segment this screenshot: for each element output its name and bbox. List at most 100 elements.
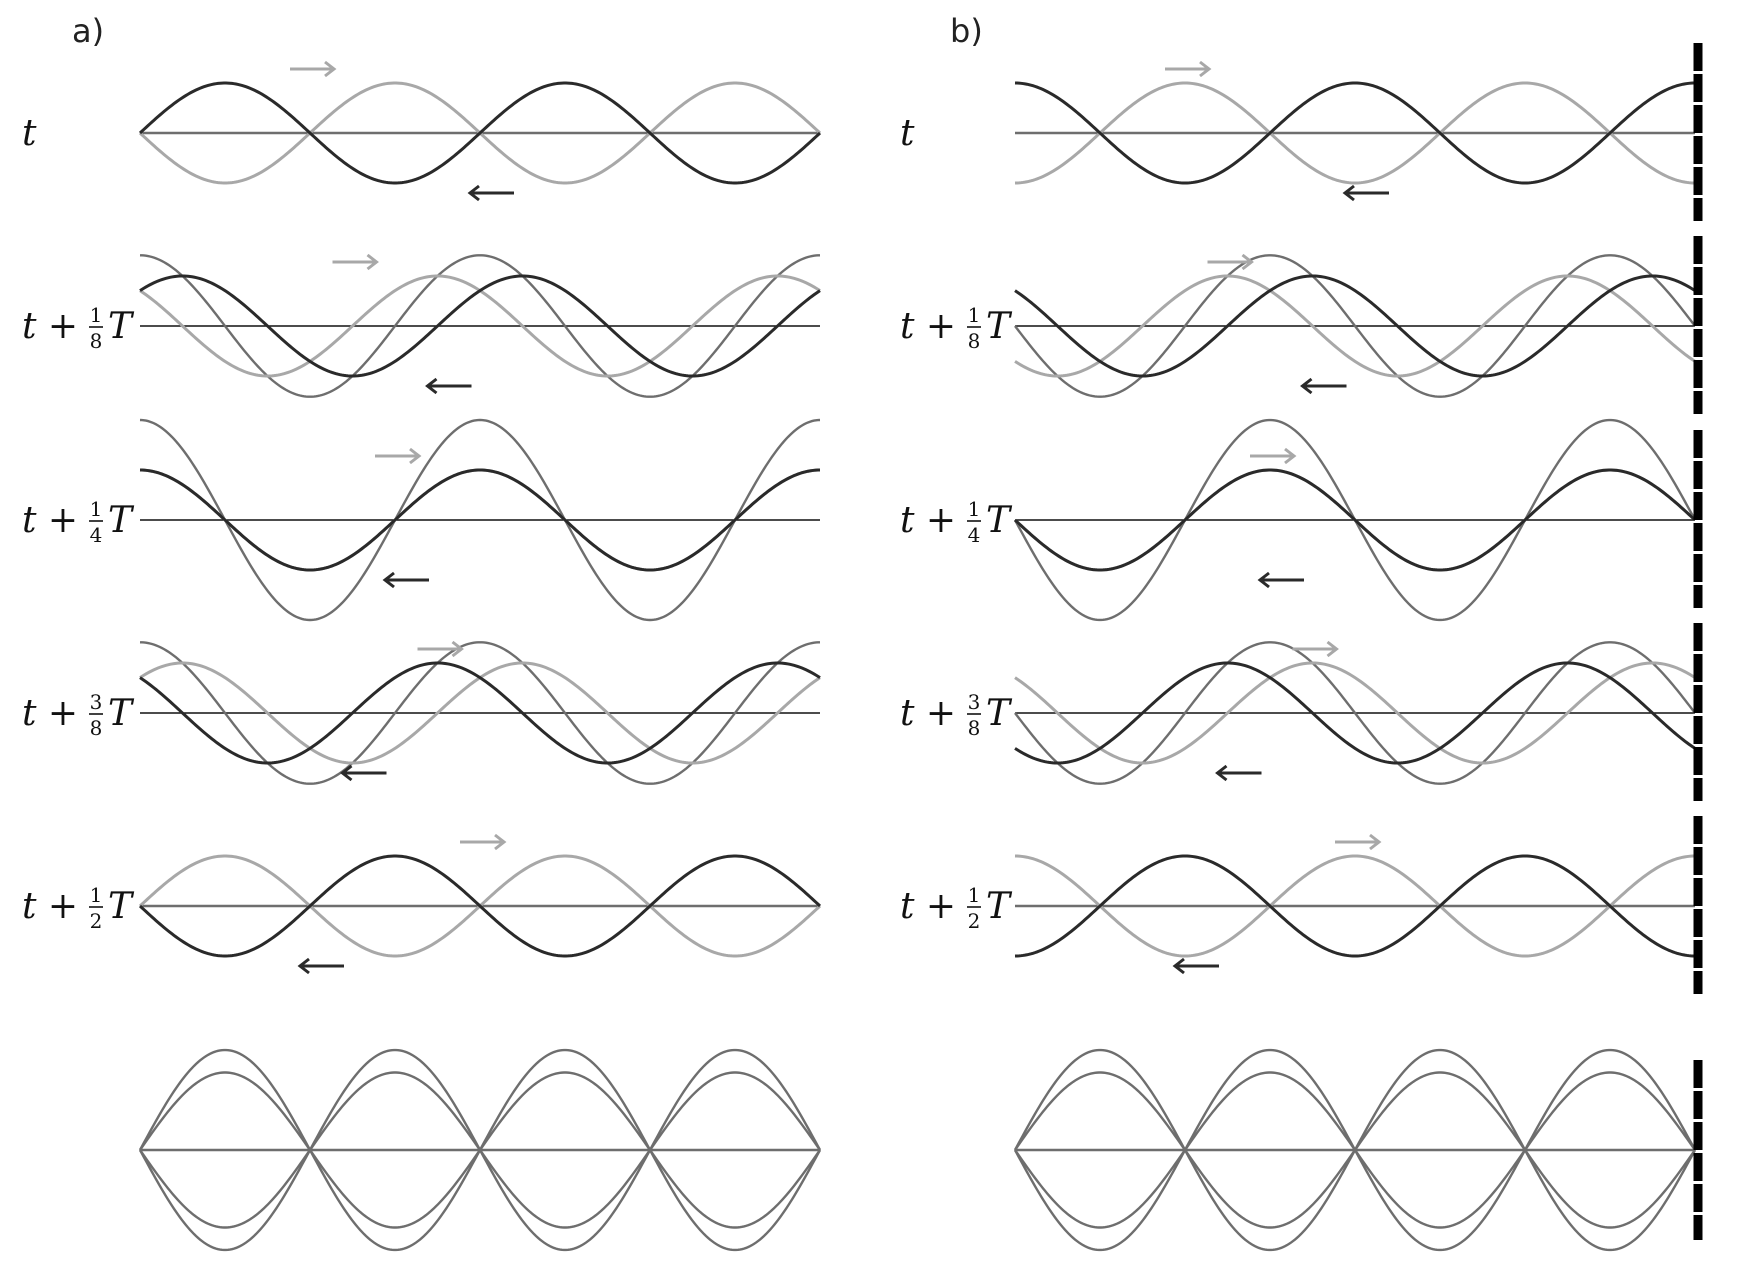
fraction-numerator: 1	[90, 883, 103, 907]
reflected-direction-arrow-head	[340, 764, 353, 782]
wave-row: t	[900, 43, 1703, 221]
fraction-numerator: 3	[90, 690, 103, 714]
reflected-wave	[139, 468, 821, 572]
envelope-curve	[1014, 1071, 1696, 1229]
fraction-denominator: 8	[968, 716, 981, 740]
time-label-period: T	[986, 500, 1013, 541]
time-label: t	[22, 113, 37, 154]
incident-direction-arrow-head	[1199, 60, 1212, 78]
incident-direction-arrow-head	[409, 447, 422, 465]
time-label-period: T	[108, 306, 135, 347]
incident-wave	[1014, 854, 1696, 958]
time-label-prefix: t	[900, 113, 915, 154]
reflected-direction-arrow-head	[1300, 377, 1313, 395]
time-label: t +	[900, 886, 956, 927]
time-label-prefix: t	[22, 113, 37, 154]
time-label-prefix: t +	[22, 306, 78, 347]
time-label: t +	[900, 693, 956, 734]
incident-wave	[1014, 274, 1696, 378]
time-label: t +	[22, 693, 78, 734]
fraction-denominator: 8	[968, 329, 981, 353]
time-label-prefix: t +	[900, 306, 956, 347]
fraction-numerator: 1	[90, 497, 103, 521]
resultant-wave	[139, 641, 821, 785]
reflected-direction-arrow-head	[1342, 184, 1355, 202]
time-label: t +	[22, 306, 78, 347]
reflected-wave	[1014, 661, 1696, 765]
time-label-prefix: t +	[22, 886, 78, 927]
incident-direction-arrow-head	[494, 833, 507, 851]
incident-direction-arrow-head	[1241, 253, 1254, 271]
resultant-wave	[139, 254, 821, 398]
incident-direction-arrow-head	[1284, 447, 1297, 465]
wave-row: t	[22, 60, 822, 202]
reflected-wave	[1014, 274, 1696, 378]
standing-wave-envelope	[138, 1048, 822, 1252]
wave-row: t + 38 T	[22, 640, 821, 785]
time-label-period: T	[108, 886, 135, 927]
wave-row: t + 18 T	[900, 236, 1703, 414]
incident-direction-arrow-head	[366, 253, 379, 271]
wave-row: t + 12 T	[900, 816, 1703, 994]
wave-row: t + 38 T	[900, 623, 1703, 801]
reflected-direction-arrow-head	[1172, 957, 1185, 975]
standing-wave-envelope	[1013, 1048, 1703, 1252]
time-label: t +	[900, 500, 956, 541]
panel-b: b)tt + 18 Tt + 14 Tt + 38 Tt + 12 T	[900, 12, 1703, 1252]
fraction-numerator: 1	[968, 883, 981, 907]
wave-row: t + 14 T	[22, 418, 821, 622]
wave-row: t + 12 T	[22, 833, 822, 975]
reflected-wave	[139, 661, 821, 765]
reflected-direction-arrow-head	[382, 571, 395, 589]
panel-a: a)tt + 18 Tt + 14 Tt + 38 Tt + 12 T	[22, 12, 822, 1252]
reflected-direction-arrow-head	[1215, 764, 1228, 782]
fraction-denominator: 4	[968, 523, 981, 547]
wave-row: t + 18 T	[22, 253, 821, 398]
reflected-direction-arrow-head	[425, 377, 438, 395]
panel-letter: a)	[72, 12, 104, 50]
time-label-prefix: t +	[900, 693, 956, 734]
time-label-period: T	[986, 306, 1013, 347]
fraction-numerator: 3	[968, 690, 981, 714]
panel-letter: b)	[950, 12, 983, 50]
fraction-numerator: 1	[968, 497, 981, 521]
reflected-direction-arrow-head	[1257, 571, 1270, 589]
reflected-wave	[1014, 854, 1696, 958]
time-label-prefix: t +	[22, 693, 78, 734]
time-label-period: T	[986, 693, 1013, 734]
reflected-wave	[1014, 81, 1696, 185]
time-label-period: T	[108, 693, 135, 734]
incident-direction-arrow-head	[324, 60, 337, 78]
reflected-wave	[138, 81, 822, 185]
fraction-denominator: 4	[90, 523, 103, 547]
reflected-direction-arrow-head	[467, 184, 480, 202]
time-label: t +	[22, 886, 78, 927]
fraction-numerator: 1	[968, 303, 981, 327]
incident-wave	[1014, 81, 1696, 185]
time-label: t	[900, 113, 915, 154]
time-label-prefix: t +	[900, 886, 956, 927]
envelope-curve	[139, 1071, 821, 1229]
fraction-denominator: 8	[90, 329, 103, 353]
resultant-wave	[1014, 254, 1696, 398]
reflected-direction-arrow-head	[297, 957, 310, 975]
resultant-wave	[1014, 641, 1696, 785]
fraction-numerator: 1	[90, 303, 103, 327]
incident-direction-arrow-head	[1369, 833, 1382, 851]
fraction-denominator: 2	[968, 909, 981, 933]
time-label: t +	[900, 306, 956, 347]
time-label-prefix: t +	[22, 500, 78, 541]
time-label-period: T	[108, 500, 135, 541]
time-label-period: T	[986, 886, 1013, 927]
resultant-wave	[139, 418, 821, 622]
incident-direction-arrow-head	[1326, 640, 1339, 658]
wave-row: t + 14 T	[900, 418, 1703, 622]
incident-direction-arrow-head	[451, 640, 464, 658]
time-label: t +	[22, 500, 78, 541]
fraction-denominator: 2	[90, 909, 103, 933]
fraction-denominator: 8	[90, 716, 103, 740]
time-label-prefix: t +	[900, 500, 956, 541]
reflected-wave	[1013, 468, 1697, 572]
